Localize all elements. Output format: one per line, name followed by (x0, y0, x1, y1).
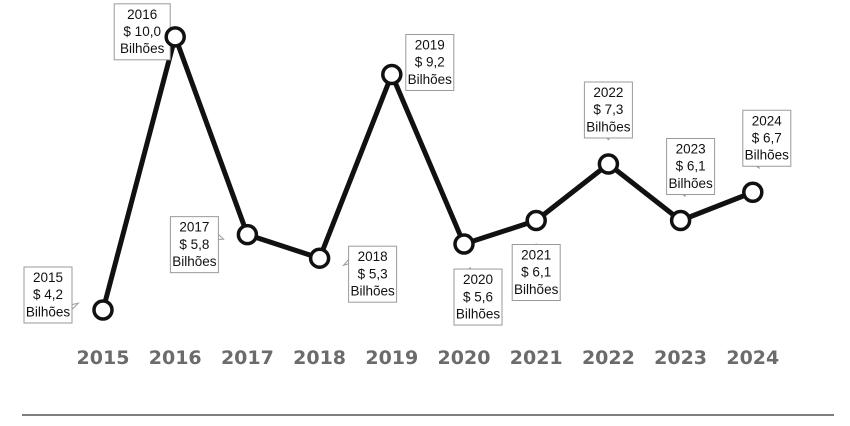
data-label-box (23, 266, 73, 324)
data-point-2022 (597, 153, 620, 175)
data-label-text: Bilhões (745, 148, 790, 163)
x-tick-label-2024: 2024 (726, 347, 779, 369)
data-label-text: $ 10,0 (123, 24, 161, 39)
data-label-2016: 2016 $ 10,0 Bilhões (113, 3, 171, 61)
data-label-text: 2017 (179, 220, 209, 235)
data-label-text: 2021 (521, 248, 551, 263)
data-label-text: $ 9,2 (415, 55, 445, 70)
data-label-2022: 2022 $ 7,3 Bilhões (583, 81, 633, 141)
data-label-text: $ 6,1 (676, 159, 706, 174)
data-label-text: $ 7,3 (593, 102, 623, 117)
x-tick-label-2016: 2016 (149, 347, 202, 369)
x-tick-label-2019: 2019 (365, 347, 418, 369)
data-label-text: Bilhões (120, 41, 165, 56)
data-label-2019: 2019 $ 9,2 Bilhões (405, 34, 455, 91)
x-tick-label-2020: 2020 (438, 347, 491, 369)
data-label-layer: 2015 $ 4,2 Bilhões 2016 $ 10,0 Bilhões 2017 $ 5… (23, 3, 792, 326)
data-point-2023 (669, 209, 692, 232)
data-point-2024 (742, 181, 764, 203)
data-point-2020 (453, 233, 475, 255)
series-line (100, 34, 756, 313)
data-label-2023: 2023 $ 6,1 Bilhões (666, 138, 716, 198)
x-tick-label-2021: 2021 (510, 347, 563, 369)
data-label-text: $ 4,2 (33, 287, 63, 302)
x-tick-label-2018: 2018 (293, 347, 346, 369)
data-label-box (405, 34, 455, 91)
data-label-box (453, 268, 503, 326)
data-label-text: Bilhões (456, 306, 501, 321)
data-label-text: 2015 (33, 270, 63, 285)
x-tick-label-2017: 2017 (221, 347, 274, 369)
data-point-2018 (308, 247, 331, 269)
x-tick-label-2022: 2022 (582, 347, 635, 369)
data-label-box (169, 216, 219, 274)
data-label-text: 2024 (752, 113, 783, 128)
data-label-text: $ 6,7 (752, 130, 782, 145)
data-label-2015: 2015 $ 4,2 Bilhões (23, 266, 80, 324)
data-label-text: Bilhões (668, 176, 713, 191)
data-label-text: $ 5,8 (179, 237, 209, 252)
data-label-box (666, 138, 716, 196)
data-label-2021: 2021 $ 6,1 Bilhões (511, 243, 561, 302)
data-label-text: 2022 (593, 85, 623, 100)
data-point-2019 (381, 63, 403, 86)
data-label-text: $ 5,6 (463, 289, 493, 304)
marker-layer (92, 26, 764, 321)
data-point-2015 (92, 299, 114, 321)
x-tick-label-2023: 2023 (654, 347, 707, 369)
data-label-box (583, 81, 633, 139)
x-tick-label-2015: 2015 (77, 347, 130, 369)
data-label-text: 2020 (463, 272, 493, 287)
data-label-text: $ 5,3 (358, 266, 388, 281)
data-label-text: 2023 (676, 142, 706, 157)
data-label-text: Bilhões (26, 304, 71, 319)
data-point-2021 (525, 209, 547, 232)
data-point-2017 (236, 223, 259, 246)
data-label-text: $ 6,1 (521, 265, 551, 280)
data-label-2024: 2024 $ 6,7 Bilhões (742, 109, 792, 170)
data-point-2016 (164, 26, 186, 48)
data-label-text: Bilhões (172, 254, 217, 269)
data-label-2020: 2020 $ 5,6 Bilhões (453, 266, 503, 326)
data-label-box (348, 245, 398, 303)
data-label-text: 2019 (415, 38, 445, 53)
data-label-box (742, 109, 792, 167)
x-axis-labels: 2015 2016 2017 2018 2019 2020 2021 2022 2023 2024 (77, 347, 780, 369)
data-label-box (113, 3, 171, 61)
data-label-2018: 2018 $ 5,3 Bilhões (341, 245, 398, 303)
data-label-box (511, 244, 561, 302)
data-label-text: Bilhões (514, 282, 559, 297)
data-label-text: 2016 (127, 7, 157, 22)
series-line-layer (100, 34, 756, 313)
data-label-2017: 2017 $ 5,8 Bilhões (169, 216, 225, 274)
data-label-text: Bilhões (350, 284, 395, 299)
data-label-text: 2018 (358, 249, 388, 264)
data-label-text: Bilhões (586, 119, 631, 134)
data-label-text: Bilhões (408, 72, 453, 87)
